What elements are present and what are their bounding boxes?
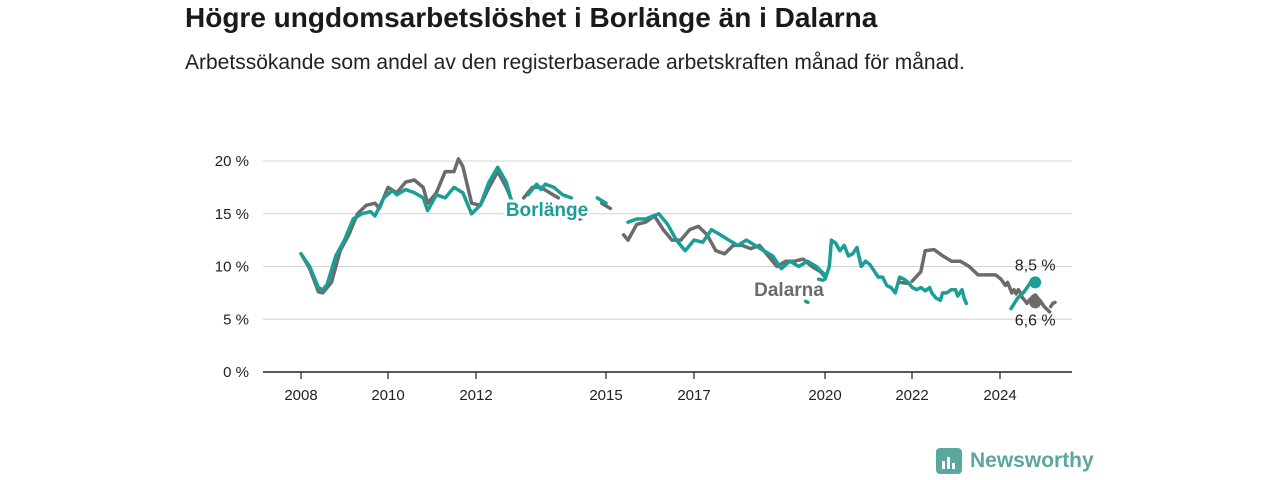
borlange-end-point bbox=[1029, 276, 1042, 289]
dalarna-line-segment bbox=[578, 212, 591, 221]
dalarna-line-segment bbox=[599, 201, 613, 211]
newsworthy-logo-icon bbox=[936, 448, 962, 474]
dalarna-line-segment bbox=[1048, 300, 1057, 309]
series-label-borlange: Borlänge bbox=[506, 200, 588, 221]
borlange-line-segment bbox=[299, 165, 522, 292]
y-tick-label: 15 % bbox=[215, 206, 249, 223]
borlange-line-segment bbox=[526, 182, 574, 200]
borlange-line-segment bbox=[626, 212, 827, 277]
x-tick-label: 2017 bbox=[677, 387, 710, 404]
dalarna-end-point bbox=[1029, 296, 1042, 309]
x-tick-label: 2012 bbox=[459, 387, 492, 404]
dalarna-line-segment bbox=[299, 157, 522, 295]
dalarna-line-segment bbox=[621, 214, 827, 279]
series-labels: 8,5 % 6,6 % Borlänge Dalarna bbox=[503, 197, 1056, 329]
borlange-line-segment bbox=[803, 299, 810, 305]
newsworthy-logo: Newsworthy bbox=[936, 448, 1094, 474]
brand-name: Newsworthy bbox=[970, 449, 1094, 472]
borlange-line-segment bbox=[816, 277, 825, 282]
dalarna-line-segment bbox=[897, 280, 910, 286]
y-axis-ticks: 0 % 5 % 10 % 15 % 20 % bbox=[215, 153, 249, 381]
x-tick-label: 2015 bbox=[589, 387, 622, 404]
series-lines bbox=[299, 157, 1057, 314]
series-label-dalarna: Dalarna bbox=[754, 280, 824, 301]
x-tick-label: 2022 bbox=[895, 387, 928, 404]
chart-subtitle: Arbetssökande som andel av den registerb… bbox=[185, 51, 965, 74]
x-tick-label: 2024 bbox=[983, 387, 1016, 404]
grid-lines bbox=[263, 160, 1072, 373]
chart-title: Högre ungdomsarbetslöshet i Borlänge än … bbox=[185, 2, 878, 33]
x-tick-label: 2010 bbox=[371, 387, 404, 404]
y-tick-label: 5 % bbox=[223, 311, 249, 328]
x-tick-label: 2020 bbox=[808, 387, 841, 404]
borlange-line-segment bbox=[595, 196, 608, 205]
borlange-end-label: 8,5 % bbox=[1015, 257, 1056, 274]
x-tick-label: 2008 bbox=[284, 387, 317, 404]
y-tick-label: 10 % bbox=[215, 259, 249, 276]
y-tick-label: 0 % bbox=[223, 364, 249, 381]
y-tick-label: 20 % bbox=[215, 153, 249, 170]
x-axis-ticks: 2008 2010 2012 2015 2017 2020 2022 2024 bbox=[284, 372, 1017, 404]
borlange-line-segment bbox=[823, 238, 969, 306]
dalarna-end-label: 6,6 % bbox=[1015, 312, 1056, 329]
